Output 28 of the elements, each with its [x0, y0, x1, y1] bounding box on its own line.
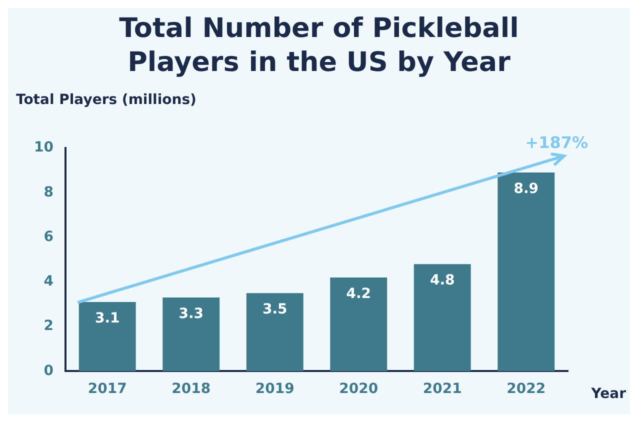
y-tick-label: 10	[34, 140, 54, 156]
x-tick-label: 2020	[339, 381, 378, 398]
annotation: +187%	[525, 133, 588, 152]
bar	[78, 302, 136, 372]
y-tick-label: 6	[44, 228, 54, 245]
x-tick-label: 2021	[422, 381, 462, 398]
data-label: 3.5	[262, 302, 288, 318]
data-label: 4.2	[346, 286, 372, 302]
bar	[162, 298, 220, 372]
y-tick-label: 2	[44, 318, 54, 334]
data-label: 4.8	[430, 272, 455, 289]
data-label: 3.1	[94, 310, 120, 327]
bar	[498, 172, 555, 372]
data-label: 3.3	[178, 306, 204, 322]
y-tick-label: 4	[44, 274, 54, 290]
bar	[414, 264, 471, 372]
bar	[330, 277, 388, 372]
x-tick-label: 2022	[506, 381, 546, 398]
x-tick-label: 2017	[88, 381, 127, 398]
y-tick-label: 8	[44, 184, 54, 200]
x-axis-title: Year	[591, 386, 626, 402]
bar	[246, 293, 304, 372]
x-tick-label: 2018	[172, 381, 211, 398]
y-tick-label: 0	[44, 362, 54, 379]
y-axis-title: Total Players (millions)	[16, 92, 198, 109]
data-label: 8.9	[514, 181, 539, 198]
chart-title: Total Number of Pickleball Players in the US by Year	[118, 12, 520, 80]
x-tick-label: 2019	[255, 381, 294, 398]
